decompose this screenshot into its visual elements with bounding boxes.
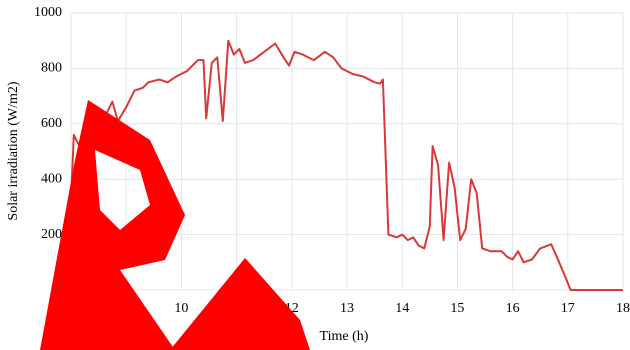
y-tick-label: 1000 <box>34 5 62 20</box>
x-tick-label: 17 <box>561 301 575 316</box>
chart: Time (h) Solar irradiation (W/m2) 020040… <box>0 0 630 350</box>
y-tick-label: 200 <box>41 227 62 242</box>
x-tick-label: 14 <box>395 301 409 316</box>
x-tick-label: 15 <box>450 301 464 316</box>
y-tick-label: 400 <box>41 171 62 186</box>
y-tick-label: 600 <box>41 116 62 131</box>
occluder <box>40 100 185 350</box>
x-tick-label: 18 <box>616 301 630 316</box>
x-tick-label: 10 <box>174 301 188 316</box>
x-axis-label: Time (h) <box>320 329 369 344</box>
y-tick-label: 800 <box>41 61 62 76</box>
x-tick-label: 16 <box>506 301 520 316</box>
y-axis-label: Solar irradiation (W/m2) <box>6 81 21 221</box>
x-tick-label: 13 <box>340 301 354 316</box>
